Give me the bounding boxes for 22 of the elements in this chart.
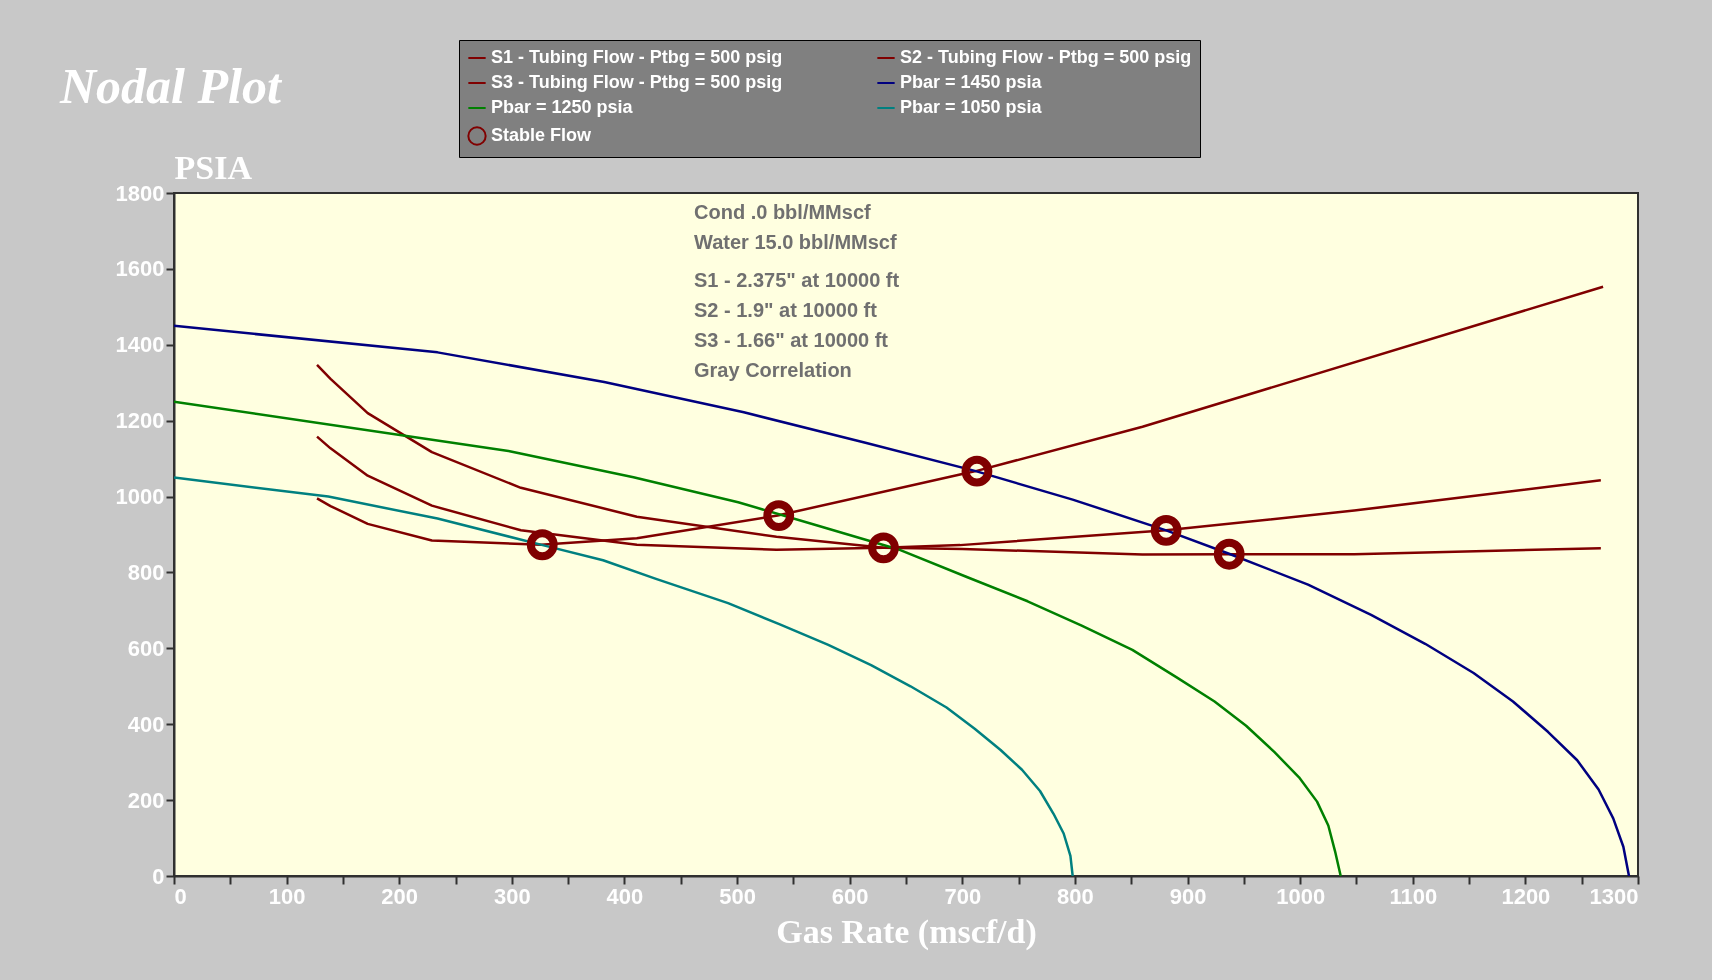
- point: [763, 500, 795, 531]
- legend-label: Stable Flow: [491, 125, 593, 145]
- legend-label: Pbar = 1450 psia: [900, 72, 1043, 92]
- legend-label: Pbar = 1250 psia: [491, 97, 634, 117]
- line-series: [174, 476, 1074, 876]
- line-series: [174, 324, 1631, 876]
- legend-label: S3 - Tubing Flow - Ptbg = 500 psig: [491, 72, 783, 92]
- annotation: Cond .0 bbl/MMscf: [694, 201, 871, 223]
- point: [1150, 514, 1182, 546]
- legend-label: S2 - Tubing Flow - Ptbg = 500 psig: [900, 47, 1192, 67]
- annotation: S3 - 1.66" at 10000 ft: [694, 329, 889, 351]
- point: [1213, 538, 1245, 570]
- point: [526, 529, 558, 561]
- legend-label: S1 - Tubing Flow - Ptbg = 500 psig: [491, 47, 783, 67]
- annotation: S2 - 1.9" at 10000 ft: [694, 299, 878, 321]
- point: [961, 455, 993, 487]
- annotation: Water 15.0 bbl/MMscf: [694, 231, 897, 253]
- annotation: S1 - 2.375" at 10000 ft: [694, 269, 900, 291]
- line-series: [174, 400, 1342, 876]
- annotation: Gray Correlation: [694, 359, 852, 381]
- point: [868, 532, 899, 564]
- legend-label: Pbar = 1050 psia: [900, 97, 1043, 117]
